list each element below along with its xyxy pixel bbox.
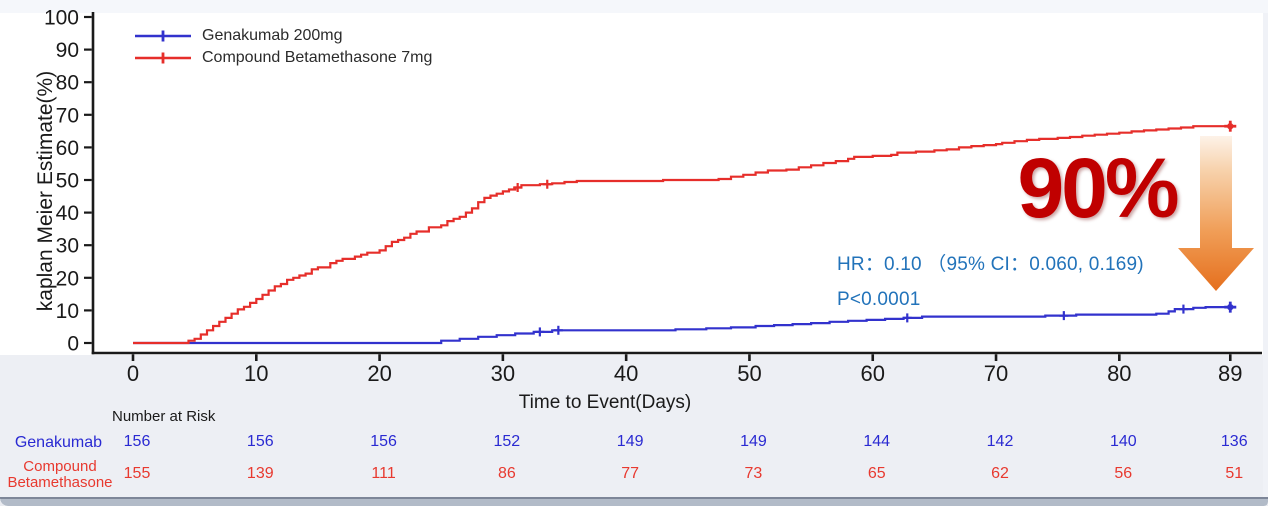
axis-label-band bbox=[0, 355, 1268, 497]
x-tick-label: 10 bbox=[244, 361, 268, 386]
y-tick-label: 30 bbox=[56, 235, 79, 258]
x-tick-label: 80 bbox=[1107, 361, 1131, 386]
hazard-ratio-text: HR：0.10 （95% CI：0.060, 0.169) bbox=[837, 254, 1144, 275]
km-chart: 0 10 20 30 40 50 60 70 80 90 100 0 10 20 30 40 50 60 70 80 8… bbox=[44, 7, 1262, 386]
p-value-text: P<0.0001 bbox=[837, 289, 921, 310]
x-tick-label: 60 bbox=[860, 361, 884, 386]
risk-table-header: Number at Risk bbox=[112, 408, 216, 425]
legend-item-genakumab: Genakumab 200mg bbox=[135, 25, 432, 47]
x-tick-label: 40 bbox=[614, 361, 638, 386]
x-tick-label: 30 bbox=[491, 361, 515, 386]
line-plus-marker-icon bbox=[135, 52, 191, 64]
y-tick-label: 80 bbox=[56, 72, 79, 95]
legend-item-betamethasone: Compound Betamethasone 7mg bbox=[135, 47, 432, 69]
x-tick-label: 0 bbox=[127, 361, 139, 386]
series-genakumab bbox=[133, 301, 1237, 345]
km-curve bbox=[133, 306, 1231, 345]
y-tick-label: 70 bbox=[56, 104, 79, 127]
y-tick-label: 100 bbox=[44, 7, 79, 30]
effect-size-callout: 90% bbox=[1017, 141, 1179, 235]
x-tick-label: 50 bbox=[737, 361, 761, 386]
y-tick-label: 90 bbox=[56, 39, 79, 62]
top-edge-strip bbox=[0, 0, 1268, 13]
y-tick-label: 50 bbox=[56, 170, 79, 193]
x-tick-label: 70 bbox=[984, 361, 1008, 386]
x-axis-title: Time to Event(Days) bbox=[518, 392, 692, 413]
legend: Genakumab 200mg Compound Betamethasone 7… bbox=[135, 25, 432, 69]
y-axis-title: kaplan Meier Estimate(%) bbox=[34, 70, 57, 312]
bottom-window-edge bbox=[0, 497, 1268, 506]
risk-row-label-betamethasone: Compound Betamethasone bbox=[7, 458, 113, 491]
y-tick-label: 0 bbox=[67, 333, 79, 356]
legend-label: Genakumab 200mg bbox=[202, 27, 343, 44]
stats-annotation: HR：0.10 （95% CI：0.060, 0.169) P<0.0001 bbox=[837, 249, 1144, 324]
x-tick-label: 89 bbox=[1218, 361, 1242, 386]
right-edge-strip bbox=[1263, 13, 1268, 497]
y-tick-label: 20 bbox=[56, 267, 79, 290]
x-tick-label: 20 bbox=[367, 361, 391, 386]
y-tick-label: 40 bbox=[56, 202, 79, 225]
series-betamethasone bbox=[133, 120, 1237, 345]
line-plus-marker-icon bbox=[135, 30, 191, 42]
y-tick-label: 60 bbox=[56, 137, 79, 160]
km-curve bbox=[133, 125, 1231, 345]
down-arrow-icon bbox=[1170, 128, 1262, 300]
legend-label: Compound Betamethasone 7mg bbox=[202, 49, 433, 66]
y-tick-label: 10 bbox=[56, 300, 79, 323]
risk-row-label-genakumab: Genakumab bbox=[14, 434, 102, 451]
